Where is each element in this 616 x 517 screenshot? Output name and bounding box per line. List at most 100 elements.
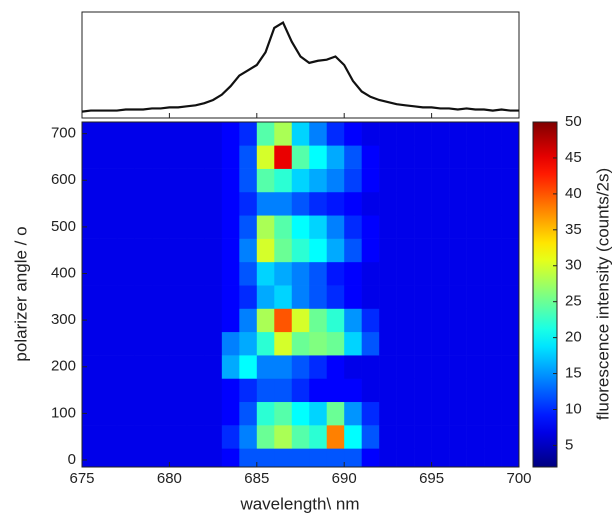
top-panel-frame xyxy=(81,11,520,119)
heat-cell xyxy=(116,215,135,239)
heat-cell xyxy=(466,355,485,379)
heat-cell xyxy=(151,191,170,216)
heat-cell xyxy=(309,448,328,467)
heat-cell xyxy=(449,261,467,286)
heat-cell xyxy=(169,425,188,449)
heat-cell xyxy=(344,168,362,193)
heat-cell xyxy=(431,355,450,379)
heat-cell xyxy=(361,285,380,309)
y-axis-label: polarizer angle / o xyxy=(11,226,30,361)
heat-cell xyxy=(379,145,397,169)
heat-cell xyxy=(484,401,502,426)
heat-cell xyxy=(116,168,135,193)
heat-cell xyxy=(414,261,432,286)
heat-cell xyxy=(204,238,223,263)
heat-cell xyxy=(326,215,345,239)
heat-cell xyxy=(82,238,100,263)
heat-cell xyxy=(484,261,502,286)
heat-cell xyxy=(151,145,170,169)
heat-cell xyxy=(414,331,432,356)
heat-cell xyxy=(99,261,118,286)
y-tick-label: 0 xyxy=(68,451,76,468)
heat-cell xyxy=(501,191,519,216)
heat-cell xyxy=(169,308,188,333)
heat-cell xyxy=(151,238,170,263)
colorbar-tick-label: 10 xyxy=(565,400,582,417)
heat-cell xyxy=(501,145,519,169)
heat-cell xyxy=(466,401,485,426)
heat-cell xyxy=(99,215,118,239)
heat-cell xyxy=(204,355,223,379)
heat-cell xyxy=(361,215,380,239)
heat-cell xyxy=(449,285,467,309)
heat-cell xyxy=(256,145,275,169)
heat-cell xyxy=(82,261,100,286)
heat-cell xyxy=(361,168,380,193)
heat-cell xyxy=(274,378,293,403)
heat-cell xyxy=(484,168,502,193)
heat-cell xyxy=(501,261,519,286)
heat-cell xyxy=(186,238,205,263)
heat-cell xyxy=(344,331,362,356)
heat-cell xyxy=(396,261,415,286)
heat-cell xyxy=(99,331,118,356)
heat-cell xyxy=(484,285,502,309)
heat-cell xyxy=(221,261,240,286)
heat-cell xyxy=(379,378,397,403)
heat-cell xyxy=(169,285,188,309)
heat-cell xyxy=(379,238,397,263)
heat-cell xyxy=(221,308,240,333)
heat-cell xyxy=(466,215,485,239)
heat-cell xyxy=(361,331,380,356)
heat-cell xyxy=(256,122,275,146)
heat-cell xyxy=(274,448,293,467)
heat-cell xyxy=(484,378,502,403)
heat-cell xyxy=(449,122,467,146)
heat-cell xyxy=(396,238,415,263)
heat-cell xyxy=(256,401,275,426)
heat-cell xyxy=(256,308,275,333)
heat-cell xyxy=(501,122,519,146)
heat-cell xyxy=(326,448,345,467)
heat-cell xyxy=(116,425,135,449)
heat-cell xyxy=(116,331,135,356)
heat-cell xyxy=(256,285,275,309)
heat-cell xyxy=(291,191,310,216)
heat-cell xyxy=(151,448,170,467)
heat-cell xyxy=(99,401,118,426)
heat-cell xyxy=(221,378,240,403)
heat-cell xyxy=(134,261,153,286)
heat-cell xyxy=(396,168,415,193)
heat-cell xyxy=(326,378,345,403)
heat-cell xyxy=(414,215,432,239)
heat-cell xyxy=(309,355,328,379)
heat-cell xyxy=(396,355,415,379)
y-tick-label: 500 xyxy=(51,218,76,235)
heat-cell xyxy=(431,122,450,146)
heat-cell xyxy=(414,308,432,333)
heat-cell xyxy=(414,122,432,146)
heat-cell xyxy=(134,285,153,309)
heat-cell xyxy=(449,425,467,449)
heat-cell xyxy=(291,355,310,379)
heat-cell xyxy=(379,308,397,333)
heat-cell xyxy=(221,448,240,467)
heat-cell xyxy=(186,425,205,449)
heat-cell xyxy=(501,215,519,239)
y-tick-label: 600 xyxy=(51,171,76,188)
y-tick-label: 700 xyxy=(51,125,76,142)
heat-cell xyxy=(344,448,362,467)
heat-cell xyxy=(484,122,502,146)
heat-cell xyxy=(274,261,293,286)
heat-cell xyxy=(116,238,135,263)
heat-cell xyxy=(274,285,293,309)
heat-cell xyxy=(361,378,380,403)
heat-cell xyxy=(186,168,205,193)
heat-cell xyxy=(151,168,170,193)
heat-cell xyxy=(82,401,100,426)
colorbar-tick-label: 40 xyxy=(565,185,582,202)
heat-cell xyxy=(449,331,467,356)
heat-cell xyxy=(501,401,519,426)
heat-cell xyxy=(466,168,485,193)
heat-cell xyxy=(344,285,362,309)
